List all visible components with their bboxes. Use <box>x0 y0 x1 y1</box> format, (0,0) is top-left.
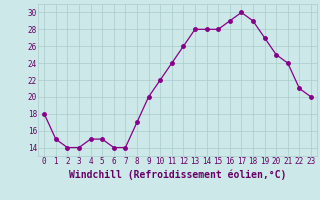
X-axis label: Windchill (Refroidissement éolien,°C): Windchill (Refroidissement éolien,°C) <box>69 169 286 180</box>
